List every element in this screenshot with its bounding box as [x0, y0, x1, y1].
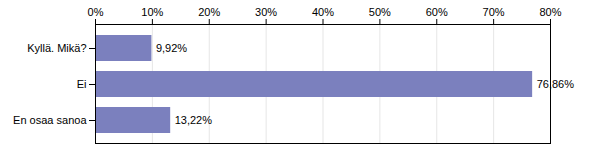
svg-text:13,22%: 13,22% — [175, 114, 213, 126]
svg-text:Kyllä. Mikä?: Kyllä. Mikä? — [27, 42, 86, 54]
svg-text:60%: 60% — [426, 6, 448, 18]
svg-text:70%: 70% — [483, 6, 505, 18]
svg-text:30%: 30% — [255, 6, 277, 18]
svg-text:50%: 50% — [369, 6, 391, 18]
svg-text:En osaa sanoa: En osaa sanoa — [13, 114, 87, 126]
svg-text:20%: 20% — [198, 6, 220, 18]
svg-text:10%: 10% — [141, 6, 163, 18]
svg-text:76,86%: 76,86% — [537, 78, 575, 90]
svg-text:Ei: Ei — [77, 78, 87, 90]
svg-text:80%: 80% — [539, 6, 561, 18]
svg-text:40%: 40% — [312, 6, 334, 18]
svg-text:0%: 0% — [88, 6, 104, 18]
svg-text:9,92%: 9,92% — [156, 42, 187, 54]
